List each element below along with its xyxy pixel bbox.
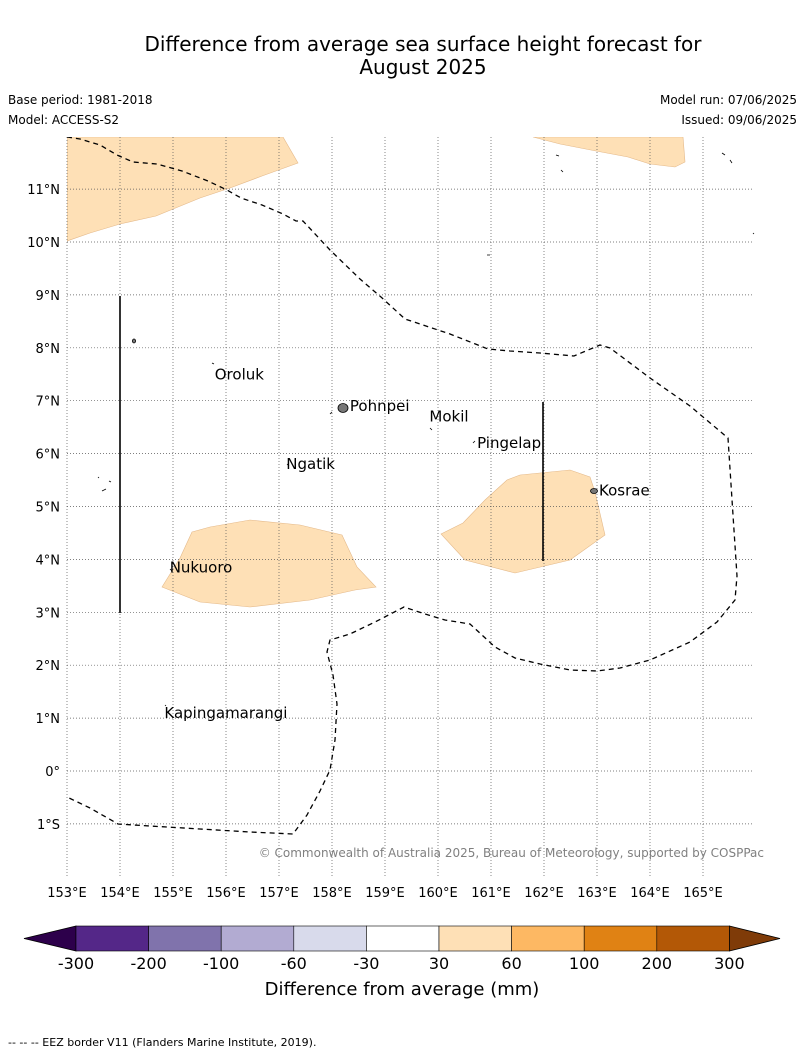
colorbar-extend-high <box>729 925 781 952</box>
colorbar-tick-label: -200 <box>130 954 166 973</box>
small-atoll-west <box>97 476 112 492</box>
model-name: Model: ACCESS-S2 <box>8 113 120 127</box>
lat-label: 3°N <box>36 606 61 621</box>
lon-label: 157°E <box>259 886 299 901</box>
lon-label: 160°E <box>418 886 458 901</box>
lat-axis-labels: 11°N 10°N 9°N 8°N 7°N 6°N 5°N 4°N 3°N 2°N 1°N 0° 1°S <box>27 183 60 833</box>
colorbar-tick-label: 200 <box>642 954 673 973</box>
colorbar-tick-label: 300 <box>714 954 745 973</box>
lat-label: 2°N <box>36 659 61 674</box>
colorbar-swatch <box>583 925 658 952</box>
base-period: Base period: 1981-2018 <box>8 93 153 107</box>
map-canvas: Oroluk Pohnpei Mokil Pingelap Ngatik Kosrae Nu… <box>23 137 781 1000</box>
lat-label: 1°N <box>36 712 61 727</box>
chart-title: Difference from average sea surface heig… <box>0 33 804 79</box>
small-atoll-north-east <box>555 152 733 173</box>
lat-label: 4°N <box>36 553 61 568</box>
lat-label: 7°N <box>36 395 61 410</box>
lat-label: 0° <box>45 765 60 780</box>
colorbar-swatch <box>148 925 222 952</box>
lon-label: 159°E <box>365 886 405 901</box>
colorbar-extend-low <box>23 925 77 952</box>
lat-label: 1°S <box>37 818 60 833</box>
issued-date: Issued: 09/06/2025 <box>681 113 797 127</box>
anomaly-region-kosrae <box>440 469 606 574</box>
lon-label: 155°E <box>153 886 193 901</box>
place-label-pohnpei: Pohnpei <box>350 397 410 415</box>
anomaly-layer <box>67 137 686 608</box>
islands <box>97 152 755 707</box>
title-line-1: Difference from average sea surface heig… <box>144 32 702 56</box>
colorbar-swatches <box>23 925 781 952</box>
place-label-nukuoro: Nukuoro <box>170 558 233 576</box>
lon-label: 164°E <box>630 886 670 901</box>
colorbar-swatch <box>511 925 585 952</box>
place-label-mokil: Mokil <box>429 408 468 426</box>
pohnpei-island <box>337 403 349 413</box>
lon-label: 156°E <box>206 886 246 901</box>
lon-label: 165°E <box>683 886 723 901</box>
colorbar-title: Difference from average (mm) <box>265 979 540 1000</box>
lon-label: 162°E <box>524 886 564 901</box>
lat-label: 10°N <box>27 236 60 251</box>
lat-label: 6°N <box>36 448 61 463</box>
colorbar-tick-label: -30 <box>353 954 379 973</box>
colorbar-swatch <box>220 925 295 952</box>
eez-footnote: -- -- -- EEZ border V11 (Flanders Marine… <box>8 1036 317 1049</box>
anomaly-region-northwest <box>67 137 299 242</box>
colorbar-swatch <box>656 925 730 952</box>
lat-label: 11°N <box>27 183 60 198</box>
anomaly-region-northeast <box>532 137 686 168</box>
model-run-date: Model run: 07/06/2025 <box>659 93 797 107</box>
copyright-note: © Commonwealth of Australia 2025, Bureau… <box>259 846 764 860</box>
colorbar-tick-label: 30 <box>429 954 449 973</box>
colorbar-ticks: -300 -200 -100 -60 -30 30 60 100 200 300 <box>58 954 745 973</box>
place-label-ngatik: Ngatik <box>286 455 335 473</box>
gridlines <box>66 137 754 878</box>
place-label-oroluk: Oroluk <box>215 365 264 383</box>
lon-axis-labels: 153°E 154°E 155°E 156°E 157°E 158°E 159°E 160°E… <box>47 886 723 901</box>
colorbar-tick-label: -60 <box>281 954 307 973</box>
lat-label: 9°N <box>36 289 61 304</box>
colorbar-tick-label: -300 <box>58 954 94 973</box>
kosrae-island <box>590 488 598 494</box>
lat-label: 8°N <box>36 342 61 357</box>
place-label-kapingamarangi: Kapingamarangi <box>164 704 287 722</box>
title-line-2: August 2025 <box>359 55 487 79</box>
colorbar-swatch <box>293 925 367 952</box>
lon-label: 163°E <box>577 886 617 901</box>
colorbar-tick-label: 100 <box>569 954 600 973</box>
colorbar-tick-label: 60 <box>501 954 521 973</box>
anomaly-region-nukuoro <box>161 519 377 608</box>
lon-label: 154°E <box>100 886 140 901</box>
lat-label: 5°N <box>36 501 61 516</box>
oroluk-island <box>131 338 136 344</box>
lon-label: 158°E <box>312 886 352 901</box>
lon-label: 153°E <box>47 886 87 901</box>
colorbar: -300 -200 -100 -60 -30 30 60 100 200 300 Differen… <box>23 925 781 1000</box>
colorbar-swatch <box>438 925 512 952</box>
place-label-pingelap: Pingelap <box>477 434 541 452</box>
colorbar-swatch <box>366 925 440 952</box>
colorbar-swatch <box>75 925 149 952</box>
transect-lines <box>119 296 544 613</box>
colorbar-tick-label: -100 <box>203 954 239 973</box>
place-labels: Oroluk Pohnpei Mokil Pingelap Ngatik Kosrae Nu… <box>164 365 649 722</box>
small-atoll-dots <box>164 232 755 707</box>
lon-label: 161°E <box>471 886 511 901</box>
place-label-kosrae: Kosrae <box>599 482 650 500</box>
